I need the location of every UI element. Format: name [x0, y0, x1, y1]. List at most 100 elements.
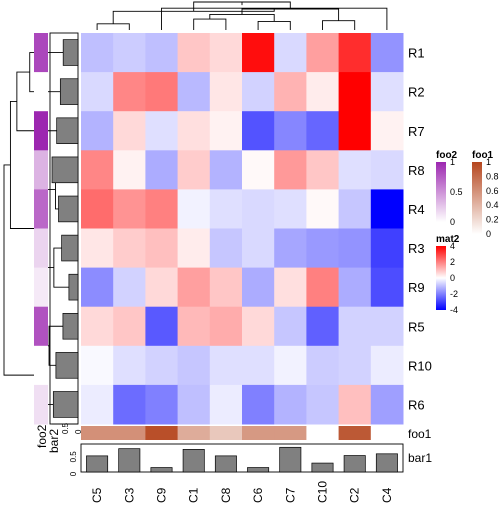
row-label: R1: [408, 46, 425, 61]
heatmap-cell: [113, 267, 146, 308]
heatmap-cell: [177, 345, 211, 386]
heatmap-cell: [113, 345, 146, 386]
legend-tick-label: 0: [486, 229, 491, 239]
legend-tick-label: -4: [450, 305, 458, 315]
legend-tick-label: 0.5: [450, 187, 463, 197]
heatmap-cell: [113, 189, 146, 229]
heatmap-cell: [81, 72, 114, 112]
column-label: C2: [348, 487, 362, 503]
heatmap-cell: [370, 345, 404, 386]
bar2-bar: [59, 78, 79, 105]
row-label: R7: [408, 124, 425, 139]
column-label: C9: [155, 487, 169, 503]
legend-tick-label: 1: [450, 157, 455, 167]
heatmap-cell: [370, 150, 404, 190]
foo2-cell: [34, 72, 48, 112]
row-label: R3: [408, 241, 425, 256]
heatmap-cell: [113, 306, 146, 347]
legend-tick-label: 1: [486, 157, 491, 167]
heatmap-cell: [113, 228, 146, 269]
legend-title: foo1: [472, 150, 494, 161]
bar2-bar: [62, 39, 79, 66]
heatmap-cell: [209, 306, 243, 347]
heatmap-cell: [338, 111, 372, 151]
heatmap-cell: [338, 150, 372, 190]
heatmap-cell: [274, 267, 307, 308]
heatmap-cell: [338, 345, 372, 386]
bar2-bar: [62, 312, 79, 340]
heatmap-cell: [242, 189, 275, 229]
foo2-annotation: foo2: [34, 33, 49, 448]
legend-colorbar: [436, 162, 446, 222]
heatmap-cell: [113, 72, 146, 112]
heatmap-cell: [145, 267, 179, 308]
legend-tick-label: -2: [450, 289, 458, 299]
heatmap-cell: [177, 189, 211, 229]
bar1-bar: [214, 455, 237, 473]
heatmap-cell: [177, 228, 211, 269]
foo1-cell: [242, 426, 275, 440]
bar1-bar: [247, 467, 270, 473]
bar2-tick-label: 0: [74, 429, 83, 434]
heatmap-body: [81, 33, 404, 425]
foo1-cell: [177, 426, 211, 440]
column-label: C4: [380, 487, 394, 503]
foo2-cell: [34, 267, 48, 308]
legend-tick-label: 0.4: [486, 200, 499, 210]
heatmap-cell: [177, 33, 211, 73]
foo1-cell: [370, 426, 404, 440]
heatmap-cell: [274, 189, 307, 229]
column-label: C5: [90, 487, 104, 503]
heatmap-cell: [370, 384, 404, 425]
foo2-cell: [34, 33, 48, 73]
heatmap-cell: [145, 150, 179, 190]
foo1-cell: [306, 426, 340, 440]
heatmap-cell: [306, 72, 340, 112]
heatmap-cell: [113, 111, 146, 151]
foo2-cell: [34, 384, 48, 425]
bar2-label: bar2: [47, 429, 61, 453]
foo1-cell: [209, 426, 243, 440]
heatmap-cell: [338, 267, 372, 308]
heatmap-cell: [306, 33, 340, 73]
heatmap-cell: [370, 72, 404, 112]
foo1-cell: [145, 426, 179, 440]
bar1-bar: [279, 446, 302, 473]
heatmap-cell: [370, 111, 404, 151]
heatmap-cell: [274, 111, 307, 151]
bar2-bar: [55, 352, 79, 379]
heatmap-cell: [306, 267, 340, 308]
heatmap-cell: [274, 150, 307, 190]
heatmap-cell: [145, 345, 179, 386]
bar1-annotation: 0 0.5 bar1: [69, 443, 432, 476]
row-label: R9: [408, 280, 425, 295]
heatmap-cell: [370, 189, 404, 229]
column-label: C10: [316, 481, 330, 503]
bar2-bar: [52, 391, 79, 418]
heatmap-cell: [370, 228, 404, 269]
legend-tick-label: 2: [450, 257, 455, 267]
heatmap-cell: [145, 228, 179, 269]
heatmap-cell: [177, 306, 211, 347]
heatmap-cell: [306, 306, 340, 347]
heatmap-cell: [370, 267, 404, 308]
heatmap-cell: [242, 72, 275, 112]
legend-tick-label: 4: [450, 241, 455, 251]
dendrogram-branch: [9, 100, 46, 229]
heatmap-cell: [209, 150, 243, 190]
heatmap-cell: [306, 345, 340, 386]
column-label: C3: [122, 487, 136, 503]
heatmap-cell: [209, 33, 243, 73]
bar2-bar: [56, 117, 79, 145]
bar2-bar: [68, 273, 79, 301]
dendrogram-branch: [257, 20, 291, 30]
bar1-bar: [86, 455, 109, 473]
heatmap-cell: [338, 228, 372, 269]
heatmap-cell: [209, 267, 243, 308]
heatmap-cell: [145, 33, 179, 73]
foo2-label: foo2: [35, 424, 49, 448]
heatmap-cell: [209, 384, 243, 425]
heatmap-cell: [81, 267, 114, 308]
column-label: C7: [283, 487, 297, 503]
